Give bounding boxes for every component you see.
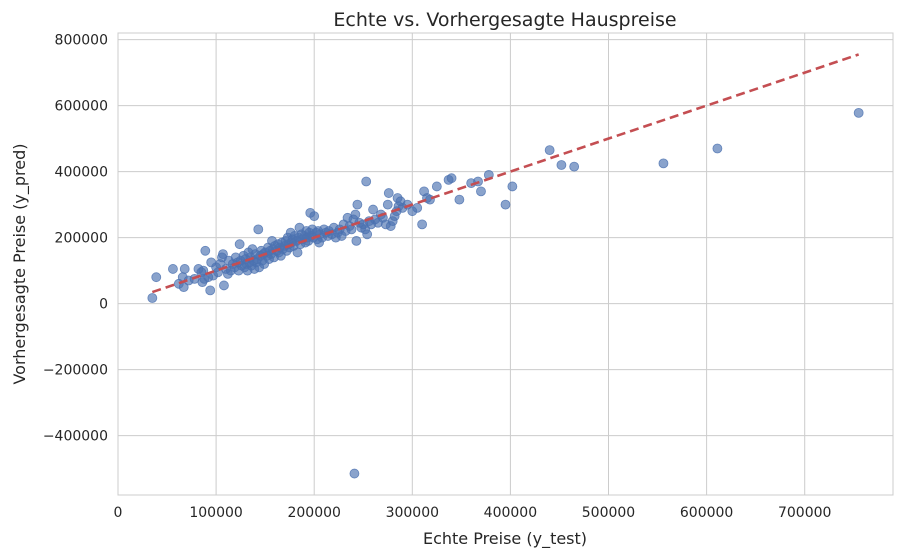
data-point: [500, 199, 511, 210]
data-point: [219, 280, 229, 291]
y-tick-label: 600000: [55, 99, 108, 115]
data-point: [361, 176, 372, 187]
x-tick-label: 100000: [189, 505, 242, 521]
y-tick-label: 800000: [55, 33, 108, 49]
data-point: [151, 272, 162, 283]
data-point: [368, 204, 378, 215]
data-point: [362, 229, 373, 240]
data-point: [382, 199, 393, 210]
y-tick-label: 200000: [55, 231, 108, 247]
data-point: [352, 199, 363, 210]
y-tick-labels: −400000 −200000 0 200000 400000 600000 800000: [43, 33, 108, 445]
data-points: [147, 107, 864, 479]
x-tick-labels: 0 100000 200000 300000 400000 500000 600000 700…: [114, 505, 832, 521]
x-tick-label: 500000: [582, 505, 635, 521]
data-point: [179, 264, 190, 274]
data-point: [454, 194, 465, 205]
data-point: [383, 188, 394, 198]
data-point: [147, 293, 158, 303]
x-tick-label: 700000: [778, 505, 831, 521]
x-tick-label: 200000: [287, 505, 340, 521]
plot-area-border: [117, 32, 894, 496]
y-axis-label: Vorhergesagte Preise (y_pred): [10, 143, 30, 384]
data-point: [569, 161, 580, 172]
data-point: [168, 264, 178, 274]
reference-line: [151, 53, 860, 294]
data-point: [309, 211, 320, 222]
x-tick-label: 0: [114, 505, 123, 521]
data-point: [234, 239, 245, 250]
y-tick-label: 400000: [55, 165, 108, 181]
data-point: [253, 224, 264, 235]
y-tick-label: 0: [99, 297, 108, 313]
data-point: [446, 173, 457, 184]
data-point: [507, 181, 518, 192]
data-point: [431, 181, 442, 192]
data-point: [200, 245, 211, 256]
data-point: [412, 202, 423, 213]
data-point: [292, 247, 303, 258]
data-point: [658, 158, 669, 169]
data-point: [349, 468, 360, 479]
x-tick-label: 300000: [386, 505, 439, 521]
data-point: [417, 219, 428, 230]
data-point: [351, 235, 362, 246]
data-point: [556, 160, 567, 170]
data-point: [205, 285, 216, 296]
data-point: [853, 107, 864, 118]
data-point: [476, 186, 486, 197]
x-tick-label: 600000: [680, 505, 733, 521]
data-point: [712, 143, 723, 154]
data-point: [218, 249, 228, 260]
grid-lines: [117, 33, 893, 495]
data-point: [346, 224, 357, 235]
x-axis-label: Echte Preise (y_test): [423, 529, 587, 549]
data-point: [544, 145, 555, 156]
x-tick-label: 400000: [484, 505, 537, 521]
data-point: [350, 209, 361, 220]
y-tick-label: −200000: [43, 363, 108, 379]
y-tick-label: −400000: [43, 429, 108, 445]
chart-title: Echte vs. Vorhergesagte Hauspreise: [333, 9, 676, 31]
